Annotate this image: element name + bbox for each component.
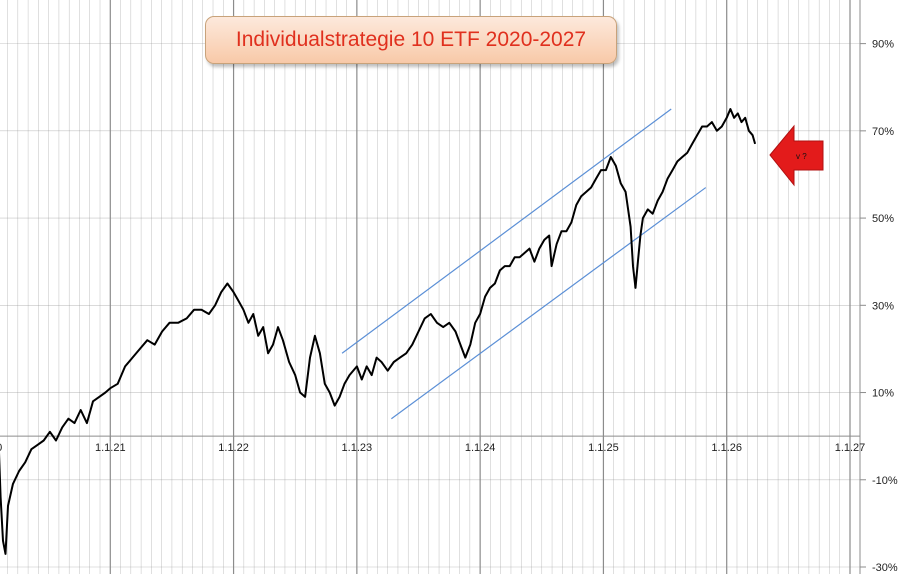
- minor-grid: [7, 0, 851, 574]
- y-axis-ticks: -30% -10% 10% 30% 50% 70% 90%: [860, 39, 898, 574]
- x-tick-label: 1.1.24: [465, 442, 496, 454]
- major-grid: [0, 0, 860, 574]
- channel-line: [341, 108, 672, 354]
- x-tick-label: 1.1.22: [218, 442, 249, 454]
- x-tick-label: 1.1.23: [342, 442, 373, 454]
- x-tick-label: 1.1.21: [95, 442, 126, 454]
- x-tick-label: 1.1.26: [711, 442, 742, 454]
- performance-line: [0, 108, 757, 555]
- y-tick-label: -30%: [872, 562, 898, 574]
- y-tick-label: 50%: [872, 213, 894, 225]
- y-tick-label: 30%: [872, 300, 894, 312]
- y-tick-label: 70%: [872, 126, 894, 138]
- channel-line: [391, 187, 707, 420]
- x-axis-ticks: 1.1.20 1.1.21 1.1.22 1.1.23 1.1.24 1.1.25 1.1.…: [0, 436, 865, 454]
- x-tick-label: 1.1.25: [588, 442, 619, 454]
- y-tick-label: 10%: [872, 388, 894, 400]
- y-tick-label: -10%: [872, 475, 898, 487]
- red-arrow-icon: v ?: [769, 124, 824, 187]
- chart-title: Individualstrategie 10 ETF 2020-2027: [205, 16, 617, 64]
- x-tick-label: 1.1.20: [0, 442, 2, 454]
- y-tick-label: 90%: [872, 39, 894, 51]
- arrow-label: v ?: [796, 152, 807, 161]
- trend-channel: [341, 108, 707, 420]
- x-tick-label: 1.1.27: [835, 442, 866, 454]
